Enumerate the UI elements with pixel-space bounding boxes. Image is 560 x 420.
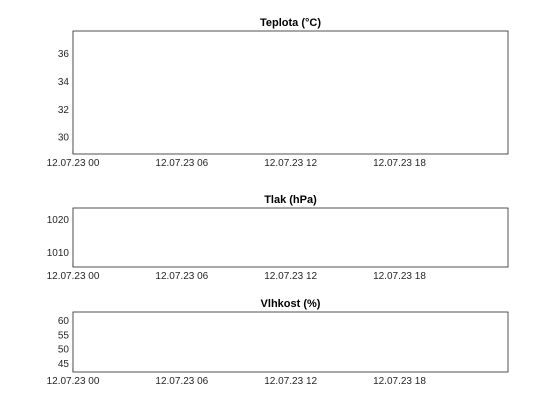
humidity-axes-frame (72, 311, 509, 373)
humidity-chart-title: Vlhkost (%) (261, 298, 321, 310)
humidity-axes: 12.07.23 00 12.07.23 06 12.07.23 12 12.07.2… (47, 298, 509, 387)
humidity-xtick-label: 12.07.23 12 (264, 376, 317, 387)
temperature-xtick-label: 12.07.23 18 (373, 158, 426, 169)
humidity-xtick-label: 12.07.23 00 (47, 376, 100, 387)
pressure-axes: 12.07.23 00 12.07.23 06 12.07.23 12 12.07.2… (47, 194, 509, 282)
humidity-xtick-label: 12.07.23 06 (155, 376, 208, 387)
temperature-xtick-label: 12.07.23 00 (47, 158, 100, 169)
temperature-axes: 12.07.23 00 12.07.23 06 12.07.23 12 12.07.2… (47, 17, 509, 169)
temperature-ytick-label: 34 (58, 77, 70, 88)
humidity-ytick-label: 50 (58, 345, 70, 356)
pressure-xtick-label: 12.07.23 06 (155, 271, 208, 282)
temperature-xtick-label: 12.07.23 12 (264, 158, 317, 169)
temperature-axes-frame (72, 30, 509, 155)
pressure-axes-frame (72, 207, 509, 268)
humidity-ytick-label: 45 (58, 359, 70, 370)
temperature-chart-title: Teplota (°C) (260, 17, 321, 29)
pressure-chart-title: Tlak (hPa) (264, 194, 317, 206)
pressure-ytick-label: 1010 (47, 248, 70, 259)
humidity-ytick-label: 55 (58, 330, 70, 341)
pressure-xtick-label: 12.07.23 00 (47, 271, 100, 282)
temperature-xtick-label: 12.07.23 06 (155, 158, 208, 169)
humidity-xtick-label: 12.07.23 18 (373, 376, 426, 387)
pressure-ytick-label: 1020 (47, 215, 70, 226)
humidity-ytick-label: 60 (58, 316, 70, 327)
temperature-ytick-label: 32 (58, 105, 70, 116)
pressure-xtick-label: 12.07.23 12 (264, 271, 317, 282)
temperature-ytick-label: 36 (58, 49, 70, 60)
pressure-xtick-label: 12.07.23 18 (373, 271, 426, 282)
temperature-ytick-label: 30 (58, 133, 70, 144)
